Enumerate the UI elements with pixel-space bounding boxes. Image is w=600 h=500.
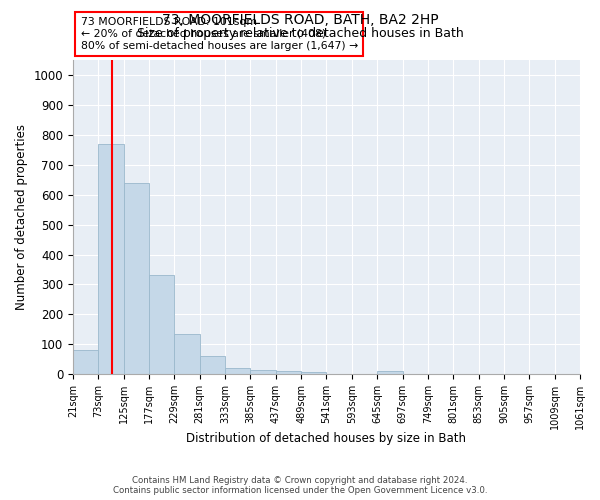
Bar xyxy=(377,372,403,374)
X-axis label: Distribution of detached houses by size in Bath: Distribution of detached houses by size … xyxy=(187,432,466,445)
Bar xyxy=(149,276,175,374)
Y-axis label: Number of detached properties: Number of detached properties xyxy=(15,124,28,310)
Bar xyxy=(124,182,149,374)
Text: Size of property relative to detached houses in Bath: Size of property relative to detached ho… xyxy=(137,28,463,40)
Bar xyxy=(73,350,98,374)
Text: 73, MOORFIELDS ROAD, BATH, BA2 2HP: 73, MOORFIELDS ROAD, BATH, BA2 2HP xyxy=(161,12,439,26)
Bar xyxy=(301,372,326,374)
Text: Contains HM Land Registry data © Crown copyright and database right 2024.
Contai: Contains HM Land Registry data © Crown c… xyxy=(113,476,487,495)
Text: 73 MOORFIELDS ROAD: 101sqm
← 20% of detached houses are smaller (408)
80% of sem: 73 MOORFIELDS ROAD: 101sqm ← 20% of deta… xyxy=(80,18,358,50)
Bar xyxy=(276,372,301,374)
Bar xyxy=(98,144,124,374)
Bar xyxy=(200,356,225,374)
Bar xyxy=(225,368,250,374)
Bar xyxy=(175,334,200,374)
Bar xyxy=(250,370,276,374)
